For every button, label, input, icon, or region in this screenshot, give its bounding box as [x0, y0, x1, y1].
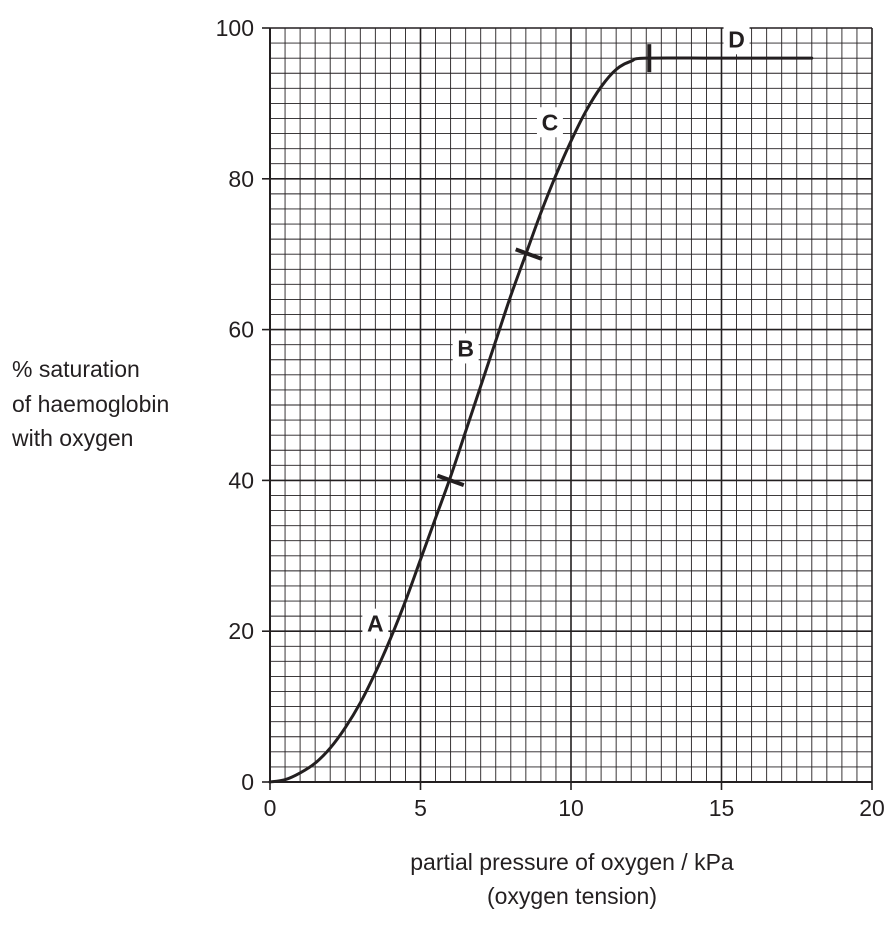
- segment-label-b: B: [453, 333, 479, 363]
- y-tick-label: 0: [241, 769, 254, 795]
- x-tick-label: 20: [859, 795, 885, 821]
- y-tick-label: 20: [228, 618, 254, 644]
- x-tick-label: 10: [558, 795, 584, 821]
- segment-label-text: C: [542, 109, 559, 135]
- y-axis-title-line-2: of haemoglobin: [12, 391, 169, 417]
- y-tick-label: 60: [228, 317, 254, 343]
- y-tick-label: 80: [228, 166, 254, 192]
- y-tick-label: 40: [228, 467, 254, 493]
- segment-label-c: C: [537, 107, 563, 137]
- x-tick-label: 0: [264, 795, 277, 821]
- segment-label-text: A: [367, 611, 384, 637]
- x-tick-label: 15: [709, 795, 735, 821]
- x-axis-title-line-2: (oxygen tension): [487, 883, 657, 909]
- x-tick-label: 5: [414, 795, 427, 821]
- segment-label-d: D: [724, 24, 750, 54]
- segment-label-a: A: [362, 609, 388, 639]
- x-axis-title: partial pressure of oxygen / kPa: [410, 849, 734, 875]
- y-tick-label: 100: [216, 15, 254, 41]
- y-axis-title-line-1: % saturation: [12, 356, 140, 382]
- segment-label-text: D: [728, 26, 745, 52]
- segment-label-text: B: [457, 335, 474, 361]
- y-axis-title-line-3: with oxygen: [11, 425, 133, 451]
